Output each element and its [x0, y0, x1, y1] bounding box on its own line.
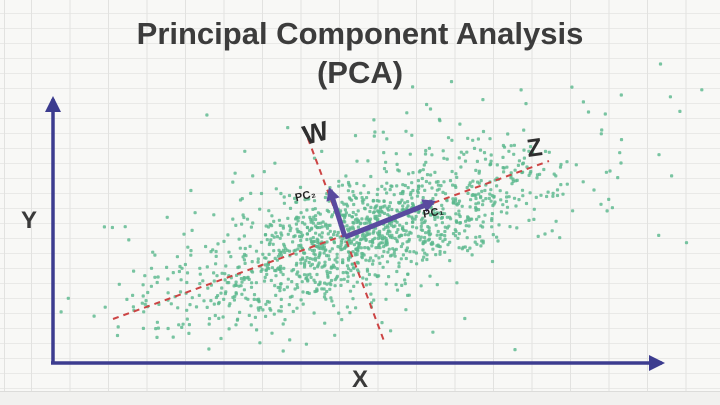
spreadsheet-row-band	[0, 391, 720, 405]
pc2-arrow	[326, 187, 348, 238]
y-axis-label: Y	[21, 207, 38, 234]
x-axis-label: X	[352, 366, 369, 393]
chart-title-line1: Principal Component Analysis	[136, 16, 584, 51]
scatter-points	[59, 62, 704, 353]
chart-title-line2: (PCA)	[316, 55, 404, 90]
major-axis-dashed-line	[112, 160, 550, 320]
chart-title: Principal Component Analysis (PCA)	[0, 14, 720, 92]
pc1-arrow	[344, 199, 436, 240]
